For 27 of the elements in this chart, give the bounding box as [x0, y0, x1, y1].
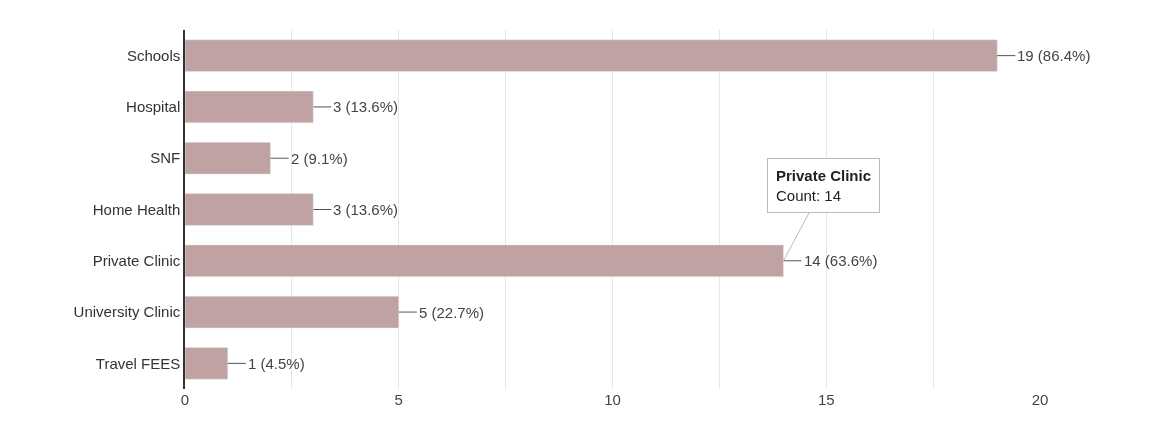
data-label: 1 (4.5%) — [248, 355, 305, 372]
x-tick-label: 20 — [1031, 391, 1049, 408]
x-tick-label: 15 — [817, 391, 835, 408]
bar — [185, 90, 314, 124]
bar — [185, 244, 784, 277]
bar — [185, 347, 228, 380]
y-tick-label: University Clinic — [73, 303, 181, 321]
y-tick-label: Travel FEES — [95, 354, 181, 372]
y-tick-label: Hospital — [126, 98, 181, 116]
y-tick-label: Private Clinic — [92, 252, 181, 270]
bar — [185, 142, 271, 175]
data-label: 5 (22.7%) — [419, 304, 485, 321]
data-label: 3 (13.6%) — [333, 201, 399, 218]
bar — [185, 295, 399, 329]
y-tick-label: Schools — [126, 46, 181, 64]
data-label: 19 (86.4%) — [1017, 47, 1091, 64]
bar — [185, 39, 998, 72]
bar — [185, 193, 314, 226]
y-tick-label: Home Health — [92, 200, 181, 218]
y-tick-label: SNF — [150, 149, 181, 167]
data-label: 2 (9.1%) — [291, 150, 348, 167]
x-tick-label: 10 — [604, 391, 621, 408]
data-label: 14 (63.6%) — [804, 252, 878, 269]
data-label: 3 (13.6%) — [333, 98, 399, 115]
annotation: Private Clinic Count: 14 — [776, 167, 872, 204]
x-tick-label: 5 — [394, 391, 403, 408]
x-tick-label: 0 — [180, 391, 190, 408]
